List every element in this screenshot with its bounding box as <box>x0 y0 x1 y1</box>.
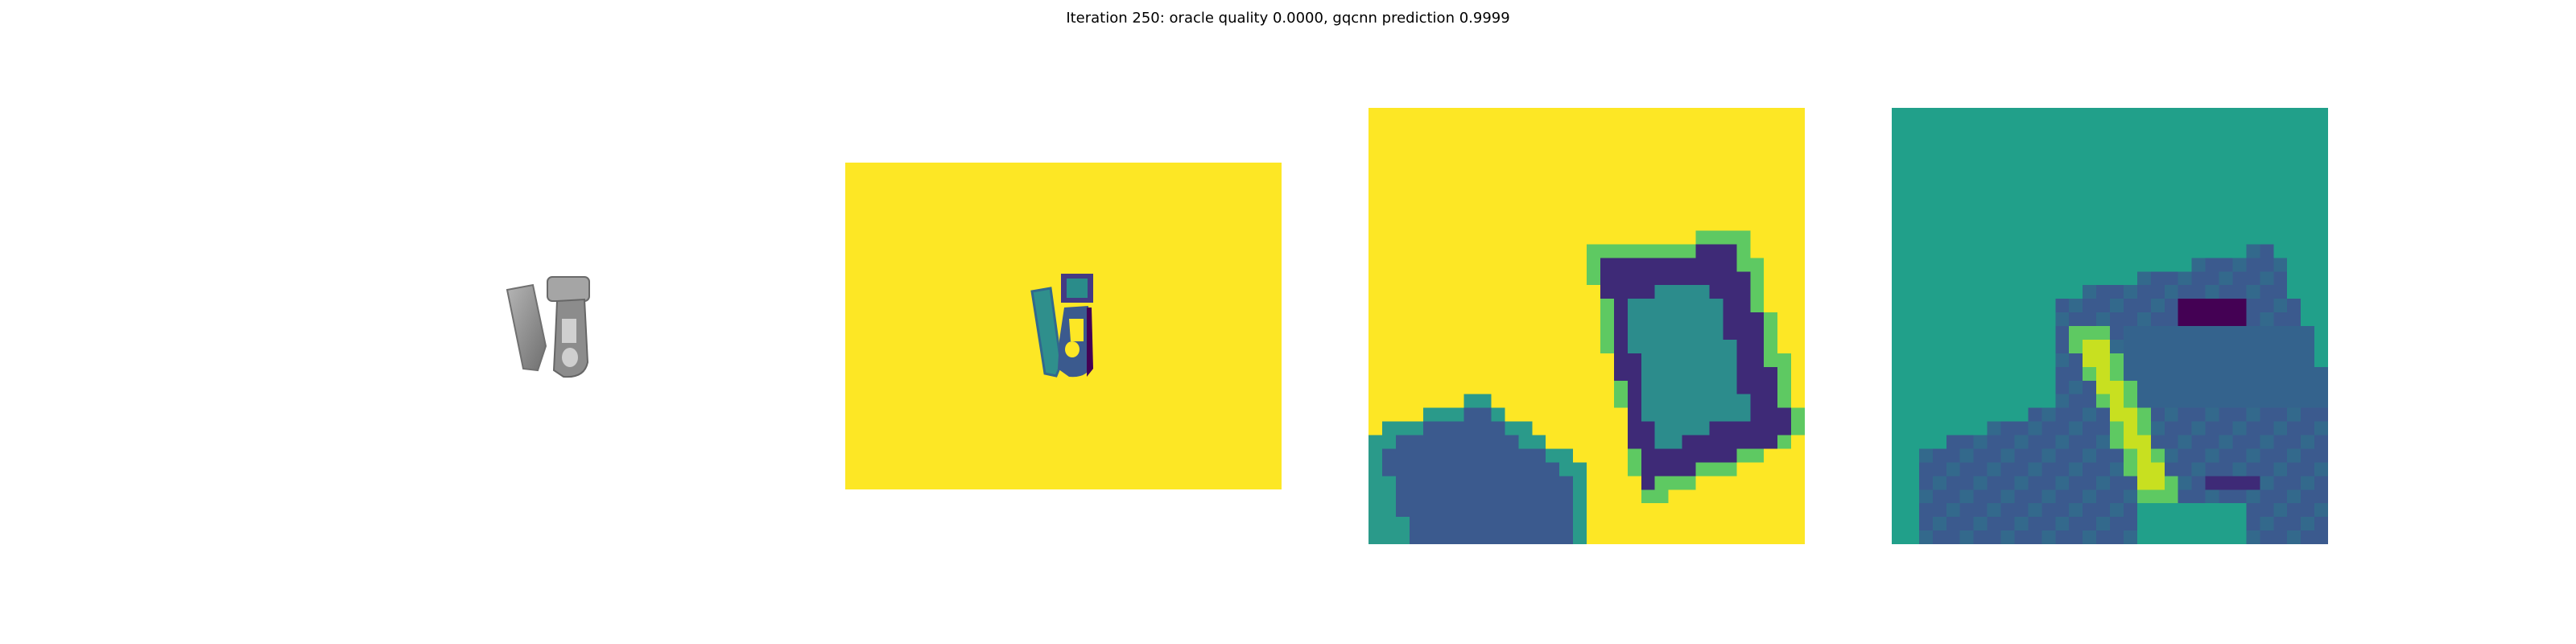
depth-crop-image <box>1368 108 1805 544</box>
rendered-object-panel <box>467 250 612 402</box>
rendered-object-image <box>506 276 590 378</box>
depth-crop-panel <box>1368 108 1805 544</box>
prediction-map-panel <box>1892 108 2328 544</box>
depth-image-panel <box>845 163 1282 489</box>
figure-title: Iteration 250: oracle quality 0.0000, gq… <box>1066 10 1510 27</box>
prediction-map-image <box>1892 108 2328 544</box>
depth-image <box>845 163 1282 489</box>
